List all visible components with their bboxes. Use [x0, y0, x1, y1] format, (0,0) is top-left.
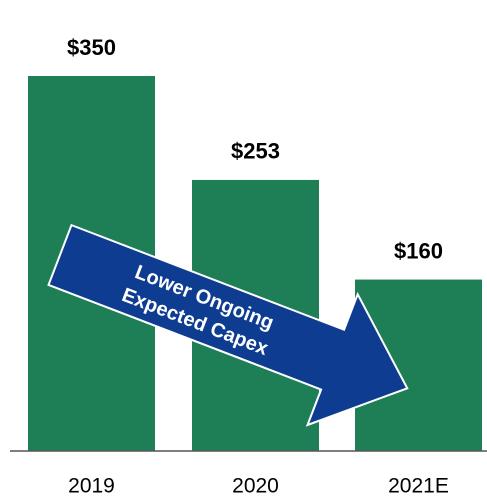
value-label: $350 — [67, 35, 116, 60]
arrow-shape — [47, 223, 409, 427]
value-label: $253 — [231, 139, 280, 164]
x-tick-label: 2020 — [232, 475, 279, 498]
x-tick-label: 2019 — [68, 475, 115, 498]
x-tick-label: 2021E — [388, 475, 449, 498]
annotation-arrow: Lower Ongoing Expected Capex — [47, 223, 409, 427]
value-label: $160 — [394, 238, 443, 263]
